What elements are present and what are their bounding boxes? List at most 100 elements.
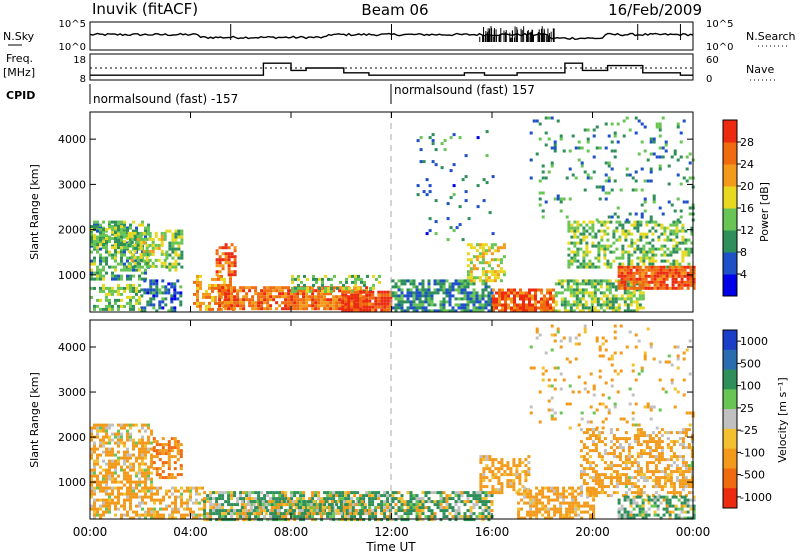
heatmap-cell	[90, 453, 93, 457]
heatmap-cell	[490, 273, 494, 277]
heatmap-cell	[541, 492, 545, 496]
heatmap-cell	[498, 291, 501, 295]
heatmap-cell	[269, 304, 273, 308]
heatmap-cell	[638, 288, 642, 292]
heatmap-cell	[93, 225, 96, 229]
heatmap-cell	[633, 440, 637, 444]
heatmap-cell	[676, 125, 680, 129]
heatmap-cell	[127, 261, 131, 265]
heatmap-cell	[678, 247, 682, 251]
heatmap-cell	[572, 309, 576, 313]
heatmap-cell	[662, 265, 666, 269]
heatmap-cell	[442, 300, 446, 304]
heatmap-cell	[543, 297, 546, 301]
heatmap-cell	[174, 495, 177, 499]
heatmap-cell	[126, 453, 129, 457]
heatmap-cell	[667, 200, 671, 204]
heatmap-cell	[114, 243, 117, 247]
heatmap-cell	[540, 288, 543, 292]
heatmap-cell	[490, 243, 494, 247]
heatmap-cell	[177, 241, 181, 245]
heatmap-cell	[338, 494, 342, 498]
heatmap-cell	[674, 268, 678, 272]
heatmap-cell	[400, 294, 404, 298]
heatmap-cell	[279, 503, 283, 507]
heatmap-cell	[117, 423, 120, 427]
heatmap-cell	[454, 279, 458, 283]
heatmap-cell	[153, 501, 156, 505]
heatmap-cell	[348, 274, 351, 278]
heatmap-cell	[93, 234, 96, 238]
heatmap-cell	[577, 146, 581, 150]
heatmap-cell	[111, 465, 114, 469]
heatmap-cell	[634, 170, 638, 174]
heatmap-cell	[281, 307, 285, 311]
heatmap-cell	[354, 509, 358, 513]
colorbar-swatch	[723, 142, 737, 165]
heatmap-cell	[306, 500, 310, 504]
heatmap-cell	[571, 173, 575, 177]
heatmap-cell	[117, 462, 120, 466]
heatmap-cell	[507, 306, 510, 310]
heatmap-cell	[284, 298, 288, 302]
heatmap-cell	[460, 500, 464, 504]
heatmap-cell	[189, 507, 192, 511]
heatmap-cell	[627, 443, 631, 447]
heatmap-cell	[177, 489, 180, 493]
heatmap-cell	[671, 286, 675, 290]
heatmap-cell	[359, 302, 363, 306]
heatmap-cell	[132, 462, 135, 466]
heatmap-cell	[394, 497, 398, 501]
heatmap-cell	[680, 286, 684, 290]
heatmap-cell	[330, 500, 334, 504]
heatmap-cell	[167, 455, 171, 459]
heatmap-cell	[233, 509, 237, 513]
heatmap-cell	[637, 119, 641, 123]
heatmap-cell	[584, 303, 588, 307]
heatmap-cell	[665, 286, 669, 290]
heatmap-cell	[585, 458, 589, 462]
heatmap-cell	[648, 470, 652, 474]
heatmap-cell	[494, 476, 498, 480]
heatmap-cell	[155, 279, 159, 283]
heatmap-cell	[90, 489, 93, 493]
heatmap-cell	[93, 489, 96, 493]
heatmap-cell	[108, 237, 111, 241]
heatmap-cell	[638, 291, 642, 295]
heatmap-cell	[199, 280, 202, 284]
heatmap-cell	[111, 286, 114, 290]
heatmap-cell	[380, 296, 384, 300]
heatmap-cell	[617, 286, 621, 290]
heatmap-cell	[342, 509, 346, 513]
heatmap-cell	[348, 506, 352, 510]
heatmap-cell	[171, 232, 175, 236]
heatmap-cell	[221, 267, 225, 271]
heatmap-cell	[141, 250, 144, 254]
heatmap-cell	[648, 256, 652, 260]
heatmap-cell	[177, 253, 181, 257]
heatmap-cell	[380, 512, 384, 516]
heatmap-cell	[484, 270, 488, 274]
heatmap-cell	[350, 305, 354, 309]
heatmap-cell	[290, 301, 294, 305]
heatmap-cell	[594, 473, 598, 477]
heatmap-cell	[108, 501, 111, 505]
heatmap-cell	[329, 307, 333, 311]
heatmap-cell	[147, 438, 150, 442]
heatmap-cell	[351, 500, 355, 504]
heatmap-cell	[263, 497, 267, 501]
cpid-segment-1: normalsound (fast) 157	[394, 83, 535, 97]
heatmap-cell	[297, 500, 301, 504]
heatmap-cell	[108, 225, 111, 229]
heatmap-cell	[675, 244, 679, 248]
heatmap-cell	[445, 288, 449, 292]
heatmap-cell	[117, 286, 120, 290]
heatmap-cell	[481, 297, 485, 301]
heatmap-cell	[220, 307, 223, 311]
heatmap-cell	[431, 133, 435, 137]
heatmap-cell	[556, 489, 560, 493]
heatmap-cell	[254, 286, 258, 290]
heatmap-cell	[120, 220, 123, 224]
heatmap-cell	[138, 295, 141, 299]
